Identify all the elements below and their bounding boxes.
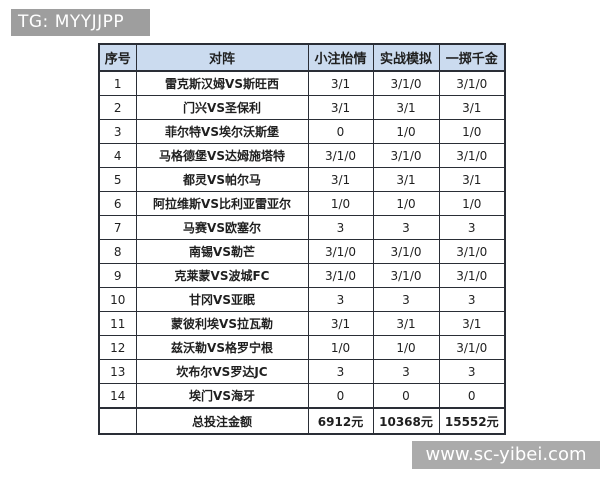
big-bet-pick: 3/1: [438, 167, 506, 192]
match-name: 蒙彼利埃VS拉瓦勒: [135, 311, 309, 336]
table-row: 5 都灵VS帕尔马 3/1 3/1 3/1: [98, 167, 506, 192]
match-name: 甘冈VS亚眠: [135, 287, 309, 312]
total-label: 总投注金额: [135, 407, 309, 435]
match-name: 坎布尔VS罗达JC: [135, 359, 309, 384]
total-row: 总投注金额 6912元 10368元 15552元: [98, 407, 506, 435]
small-bet-pick: 3/1: [307, 167, 374, 192]
col-header-small-bet: 小注怡情: [307, 43, 374, 72]
big-bet-pick: 3/1: [438, 95, 506, 120]
big-bet-pick: 3: [438, 287, 506, 312]
table-row: 12 兹沃勒VS格罗宁根 1/0 1/0 3/1/0: [98, 335, 506, 360]
simulation-pick: 1/0: [372, 119, 440, 144]
total-simulation: 10368元: [372, 407, 440, 435]
match-name: 马格德堡VS达姆施塔特: [135, 143, 309, 168]
match-name: 马赛VS欧塞尔: [135, 215, 309, 240]
big-bet-pick: 0: [438, 383, 506, 409]
table-row: 9 克莱蒙VS波城FC 3/1/0 3/1/0 3/1/0: [98, 263, 506, 288]
big-bet-pick: 1/0: [438, 191, 506, 216]
col-header-matchup: 对阵: [135, 43, 309, 72]
row-index: 2: [98, 95, 137, 120]
simulation-pick: 3/1: [372, 311, 440, 336]
row-index: 12: [98, 335, 137, 360]
table-row: 6 阿拉维斯VS比利亚雷亚尔 1/0 1/0 1/0: [98, 191, 506, 216]
simulation-pick: 3/1/0: [372, 263, 440, 288]
table-row: 13 坎布尔VS罗达JC 3 3 3: [98, 359, 506, 384]
col-header-simulation: 实战模拟: [372, 43, 440, 72]
big-bet-pick: 3/1: [438, 311, 506, 336]
telegram-watermark: TG: MYYJJPP: [11, 9, 150, 36]
big-bet-pick: 3/1/0: [438, 143, 506, 168]
small-bet-pick: 0: [307, 119, 374, 144]
row-index: 13: [98, 359, 137, 384]
small-bet-pick: 1/0: [307, 191, 374, 216]
simulation-pick: 3/1: [372, 95, 440, 120]
big-bet-pick: 3/1/0: [438, 263, 506, 288]
website-watermark: www.sc-yibei.com: [412, 441, 600, 469]
match-name: 门兴VS圣保利: [135, 95, 309, 120]
match-name: 埃门VS海牙: [135, 383, 309, 409]
small-bet-pick: 3/1/0: [307, 263, 374, 288]
big-bet-pick: 3/1/0: [438, 335, 506, 360]
match-name: 雷克斯汉姆VS斯旺西: [135, 70, 309, 96]
row-index: 4: [98, 143, 137, 168]
betting-table: 序号 对阵 小注怡情 实战模拟 一掷千金 1 雷克斯汉姆VS斯旺西 3/1 3/1/0…: [98, 43, 506, 435]
table-row: 4 马格德堡VS达姆施塔特 3/1/0 3/1/0 3/1/0: [98, 143, 506, 168]
total-small-bet: 6912元: [307, 407, 374, 435]
table-row: 8 南锡VS勒芒 3/1/0 3/1/0 3/1/0: [98, 239, 506, 264]
table-row: 7 马赛VS欧塞尔 3 3 3: [98, 215, 506, 240]
small-bet-pick: 3: [307, 287, 374, 312]
header-row: 序号 对阵 小注怡情 实战模拟 一掷千金: [98, 43, 506, 72]
big-bet-pick: 3: [438, 359, 506, 384]
row-index: 5: [98, 167, 137, 192]
simulation-pick: 3/1/0: [372, 70, 440, 96]
row-index: 10: [98, 287, 137, 312]
match-name: 兹沃勒VS格罗宁根: [135, 335, 309, 360]
table-row: 2 门兴VS圣保利 3/1 3/1 3/1: [98, 95, 506, 120]
simulation-pick: 1/0: [372, 191, 440, 216]
row-index: 8: [98, 239, 137, 264]
simulation-pick: 0: [372, 383, 440, 409]
total-big-bet: 15552元: [438, 407, 506, 435]
big-bet-pick: 1/0: [438, 119, 506, 144]
small-bet-pick: 3/1/0: [307, 143, 374, 168]
simulation-pick: 3/1: [372, 167, 440, 192]
small-bet-pick: 3: [307, 215, 374, 240]
match-name: 菲尔特VS埃尔沃斯堡: [135, 119, 309, 144]
table-row: 1 雷克斯汉姆VS斯旺西 3/1 3/1/0 3/1/0: [98, 70, 506, 96]
small-bet-pick: 1/0: [307, 335, 374, 360]
match-name: 克莱蒙VS波城FC: [135, 263, 309, 288]
total-empty-cell: [98, 407, 137, 435]
small-bet-pick: 3/1: [307, 311, 374, 336]
row-index: 3: [98, 119, 137, 144]
table-row: 14 埃门VS海牙 0 0 0: [98, 383, 506, 409]
table-row: 3 菲尔特VS埃尔沃斯堡 0 1/0 1/0: [98, 119, 506, 144]
col-header-big-bet: 一掷千金: [438, 43, 506, 72]
table-row: 10 甘冈VS亚眠 3 3 3: [98, 287, 506, 312]
simulation-pick: 1/0: [372, 335, 440, 360]
match-name: 都灵VS帕尔马: [135, 167, 309, 192]
small-bet-pick: 3/1: [307, 95, 374, 120]
small-bet-pick: 3: [307, 359, 374, 384]
small-bet-pick: 0: [307, 383, 374, 409]
col-header-index: 序号: [98, 43, 137, 72]
simulation-pick: 3: [372, 359, 440, 384]
big-bet-pick: 3/1/0: [438, 239, 506, 264]
row-index: 9: [98, 263, 137, 288]
simulation-pick: 3/1/0: [372, 143, 440, 168]
simulation-pick: 3: [372, 215, 440, 240]
big-bet-pick: 3: [438, 215, 506, 240]
row-index: 1: [98, 70, 137, 96]
row-index: 11: [98, 311, 137, 336]
small-bet-pick: 3/1/0: [307, 239, 374, 264]
row-index: 6: [98, 191, 137, 216]
row-index: 7: [98, 215, 137, 240]
big-bet-pick: 3/1/0: [438, 70, 506, 96]
row-index: 14: [98, 383, 137, 409]
simulation-pick: 3: [372, 287, 440, 312]
match-name: 南锡VS勒芒: [135, 239, 309, 264]
simulation-pick: 3/1/0: [372, 239, 440, 264]
match-name: 阿拉维斯VS比利亚雷亚尔: [135, 191, 309, 216]
small-bet-pick: 3/1: [307, 70, 374, 96]
table-row: 11 蒙彼利埃VS拉瓦勒 3/1 3/1 3/1: [98, 311, 506, 336]
